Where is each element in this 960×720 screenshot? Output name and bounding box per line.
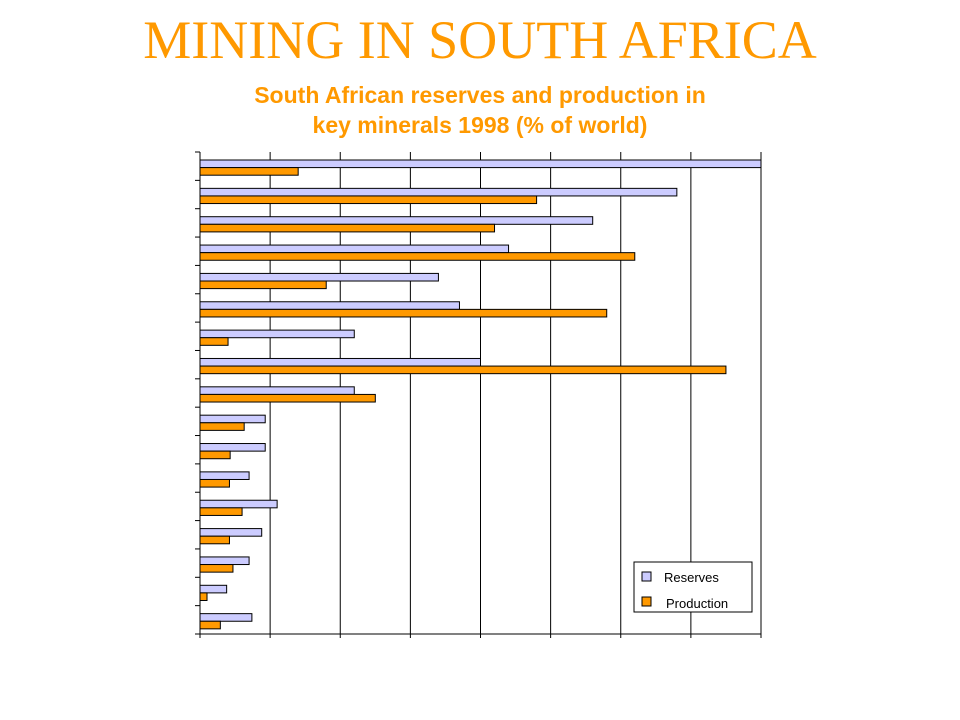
bar-reserves (199, 613, 253, 622)
bar-production (199, 450, 231, 460)
bar-reserves (199, 244, 510, 254)
chart-subtitle-line-2: key minerals 1998 (% of world) (312, 112, 648, 138)
bar-reserves (199, 216, 594, 225)
bar-production (199, 393, 376, 403)
legend-swatch-reserves (641, 571, 652, 582)
bar-reserves (199, 159, 762, 169)
bar-reserves (199, 584, 228, 594)
chart-subtitle: South African reserves and production in… (150, 80, 810, 140)
bar-reserves (199, 386, 355, 395)
bar-reserves (199, 187, 678, 197)
bar-production (199, 564, 234, 573)
bar-production (199, 478, 230, 488)
bar-production (199, 507, 243, 516)
bar-reserves (199, 301, 460, 310)
bar-reserves (199, 329, 355, 339)
bar-reserves (199, 443, 266, 452)
bar-production (199, 252, 636, 261)
legend-box (633, 561, 753, 613)
legend-swatch-production (641, 596, 652, 607)
chart-subtitle-line-1: South African reserves and production in (254, 82, 706, 108)
legend-label-reserves: Reserves (664, 570, 719, 585)
bar-production (199, 280, 327, 290)
bar-production (199, 195, 538, 205)
bar-reserves (199, 471, 250, 480)
legend-label-production: Production (666, 596, 728, 611)
bar-production (199, 167, 299, 176)
legend: Reserves Production (633, 561, 753, 613)
page-title: MINING IN SOUTH AFRICA (143, 10, 817, 70)
bar-reserves (199, 499, 278, 509)
bar-production (199, 308, 608, 318)
bars (199, 159, 762, 630)
bar-reserves (199, 272, 439, 282)
bar-production (199, 422, 245, 431)
bar-reserves (199, 414, 266, 424)
bar-reserves (199, 357, 481, 367)
bar-reserves (199, 556, 250, 566)
bar-production (199, 535, 230, 545)
bar-reserves (199, 528, 263, 537)
bar-production (199, 223, 496, 233)
bar-production (199, 620, 221, 630)
bar-production (199, 365, 727, 375)
bar-production (199, 592, 208, 601)
bar-production (199, 337, 229, 346)
